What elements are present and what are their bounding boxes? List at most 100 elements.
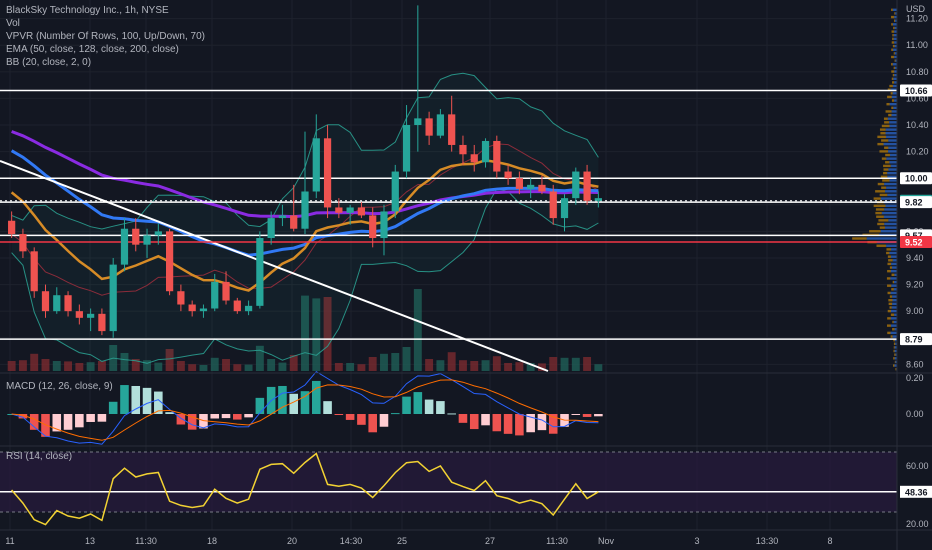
volume-bar bbox=[447, 352, 456, 371]
macd-histogram-bar bbox=[165, 412, 174, 414]
vpvr-row-down bbox=[885, 161, 890, 164]
vpvr-row-down bbox=[877, 222, 885, 226]
trendline-drawing[interactable] bbox=[0, 159, 549, 372]
vpvr-row-up bbox=[892, 302, 897, 306]
vpvr-row-up bbox=[890, 317, 897, 320]
ema-legend[interactable]: EMA (50, close, 128, close, 200, close) bbox=[6, 44, 179, 55]
time-tick-label: Nov bbox=[598, 536, 615, 546]
candle-body bbox=[459, 144, 467, 155]
vpvr-row-up bbox=[894, 81, 897, 84]
rsi-value-tag bbox=[900, 485, 932, 498]
candle-body bbox=[346, 207, 354, 213]
vpvr-row-up bbox=[884, 222, 897, 226]
vpvr-row-up bbox=[890, 331, 897, 335]
vpvr-row-down bbox=[886, 251, 890, 255]
volume-bar bbox=[492, 356, 501, 371]
vpvr-row-down bbox=[893, 26, 895, 30]
candle-body bbox=[41, 291, 50, 312]
volume-bar bbox=[481, 360, 490, 371]
vpvr-row-down bbox=[876, 244, 887, 247]
vpvr-row-down bbox=[894, 59, 896, 62]
macd-legend[interactable]: MACD (12, 26, close, 9) bbox=[6, 381, 113, 392]
volume-bar bbox=[504, 363, 513, 371]
vpvr-row-down bbox=[887, 269, 891, 273]
vpvr-row-down bbox=[886, 277, 891, 280]
macd-histogram-bar bbox=[289, 393, 299, 414]
vpvr-row-down bbox=[881, 157, 887, 160]
vpvr-row-down bbox=[891, 41, 895, 44]
vpvr-row-up bbox=[894, 70, 897, 73]
vpvr-row-down bbox=[892, 73, 895, 77]
candle-body bbox=[436, 114, 445, 136]
vpvr-row-up bbox=[893, 77, 897, 80]
price-tick-label: 9.20 bbox=[906, 280, 924, 290]
vpvr-row-down bbox=[893, 346, 895, 349]
vpvr-row-down bbox=[888, 299, 893, 302]
vpvr-row-down bbox=[894, 360, 896, 364]
rsi-pane bbox=[0, 451, 897, 526]
vpvr-row-up bbox=[894, 313, 897, 316]
price-tick-label: 10.20 bbox=[906, 147, 929, 157]
candle-body bbox=[357, 207, 366, 216]
vpvr-row-up bbox=[889, 179, 897, 182]
vpvr-row-down bbox=[880, 132, 886, 135]
time-axis[interactable]: 11 13 11:30 18 20 14:30 25 27 11:30 Nov 3 13:30 8 bbox=[5, 536, 832, 546]
volume-bar bbox=[233, 364, 242, 371]
vpvr-row-up bbox=[891, 95, 897, 99]
vpvr-row-up bbox=[891, 110, 897, 113]
ema-50-line bbox=[10, 159, 599, 292]
vpvr-row-down bbox=[879, 150, 889, 153]
macd-histogram-bar bbox=[345, 414, 355, 420]
vpvr-row-down bbox=[881, 124, 890, 128]
rsi-tick-label: 60.00 bbox=[906, 461, 929, 471]
price-tick-label: 10.40 bbox=[906, 120, 929, 130]
vpvr-row-up bbox=[890, 291, 897, 295]
volume-bar bbox=[436, 360, 445, 371]
vpvr-row-up bbox=[887, 171, 897, 175]
macd-histogram-bar bbox=[187, 414, 197, 430]
candle-body bbox=[504, 171, 512, 179]
vpvr-row-down bbox=[891, 273, 895, 277]
vpvr-row-down bbox=[894, 353, 896, 356]
volume-bar bbox=[312, 298, 321, 371]
macd-histogram-bar bbox=[436, 401, 445, 414]
vpvr-row-up bbox=[889, 251, 897, 255]
vpvr-row-up bbox=[880, 230, 897, 233]
candle-body bbox=[312, 138, 320, 192]
rsi-legend[interactable]: RSI (14, close) bbox=[6, 451, 73, 462]
volume-bar bbox=[537, 363, 546, 371]
vpvr-row-down bbox=[892, 37, 894, 41]
volume-bar bbox=[7, 361, 16, 371]
vpvr-row-down bbox=[873, 204, 886, 208]
vpvr-row-down bbox=[891, 55, 895, 59]
volume-bar bbox=[334, 363, 343, 371]
vpvr-legend[interactable]: VPVR (Number Of Rows, 100, Up/Down, 70) bbox=[6, 31, 205, 42]
macd-signal-line bbox=[11, 379, 599, 441]
volume-bar bbox=[583, 357, 592, 371]
macd-histogram-bar bbox=[526, 414, 535, 433]
vpvr-row-down bbox=[883, 168, 889, 171]
volume-bar bbox=[560, 357, 569, 371]
candle-body bbox=[75, 311, 83, 318]
volume-bar bbox=[188, 364, 197, 371]
vpvr-row-up bbox=[887, 175, 897, 178]
macd-histogram-bar bbox=[402, 396, 411, 414]
vpvr-row-up bbox=[894, 338, 897, 342]
bb-legend[interactable]: BB (20, close, 2, 0) bbox=[6, 57, 92, 68]
vpvr-row-up bbox=[894, 364, 897, 367]
macd-histogram-bar bbox=[300, 391, 310, 414]
volume-legend[interactable]: Vol bbox=[6, 18, 20, 29]
macd-histogram-bar bbox=[75, 414, 84, 428]
vpvr-row-down bbox=[877, 135, 886, 139]
vpvr-row-down bbox=[887, 255, 892, 258]
vpvr-row-down bbox=[888, 113, 892, 117]
vpvr-row-up bbox=[893, 320, 897, 324]
vpvr-row-up bbox=[890, 277, 897, 280]
vpvr-row-down bbox=[891, 30, 895, 33]
symbol-title[interactable]: BlackSky Technology Inc., 1h, NYSE bbox=[6, 5, 169, 16]
candle-body bbox=[515, 178, 523, 189]
vpvr-row-down bbox=[889, 295, 893, 298]
candle-body bbox=[301, 191, 309, 229]
